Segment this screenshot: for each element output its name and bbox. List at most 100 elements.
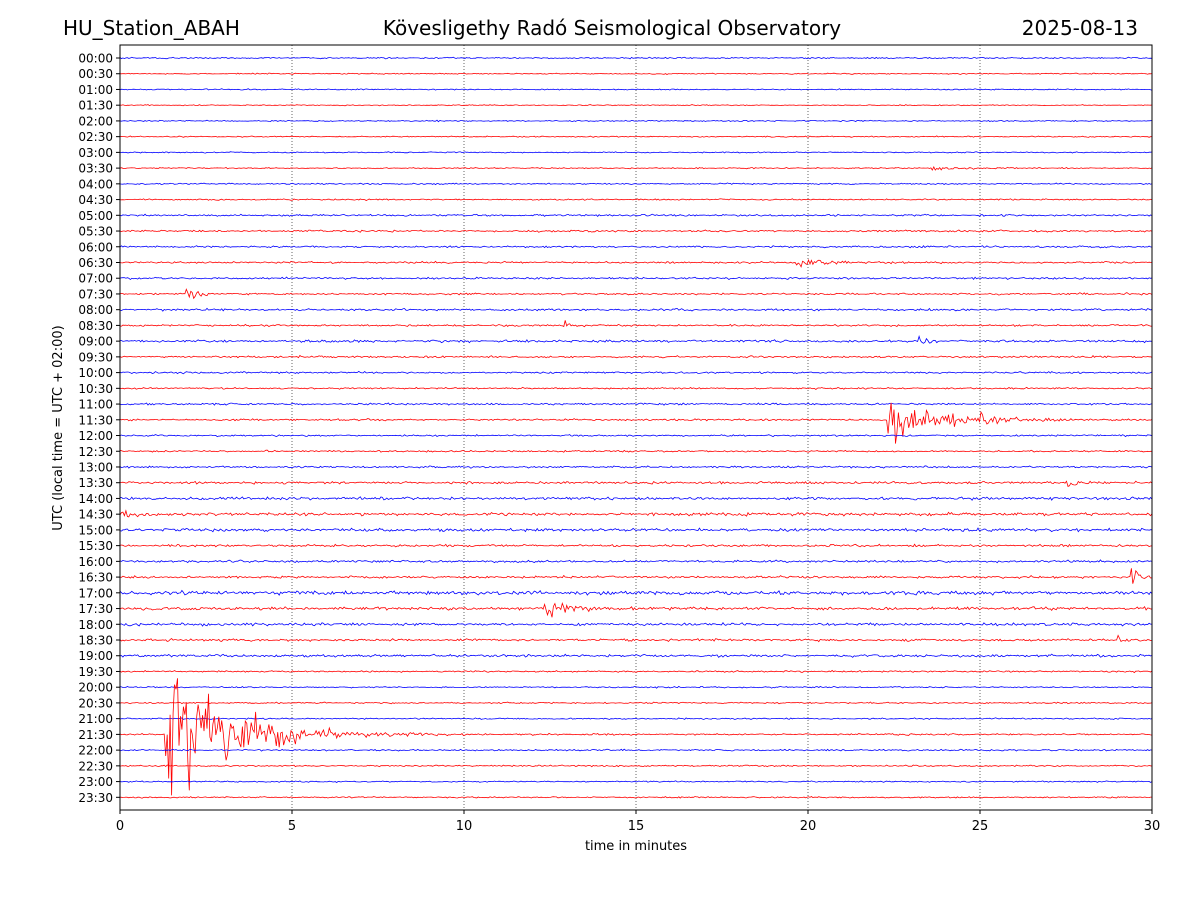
row-time-label: 10:00 [78,366,113,380]
row-time-label: 18:00 [78,618,113,632]
row-time-label: 21:00 [78,712,113,726]
row-time-label: 23:30 [78,791,113,805]
trace-0500 [119,213,1153,218]
y-axis-label: UTC (local time = UTC + 02:00) [51,325,66,530]
row-time-label: 00:30 [78,67,113,81]
trace-1530 [119,543,1153,548]
trace-0200 [119,119,1153,123]
trace-1100 [119,402,1153,406]
trace-1800 [119,622,1153,627]
trace-0800 [119,307,1153,312]
row-time-label: 20:30 [78,696,113,710]
grid-lines [291,45,981,810]
trace-0130 [119,104,1153,107]
trace-1500 [119,527,1153,533]
trace-1400 [119,496,1153,501]
trace-1700 [119,589,1153,596]
row-time-label: 04:00 [78,177,113,191]
row-time-label: 09:30 [78,350,113,364]
trace-0630 [119,258,1153,268]
trace-2330 [119,796,1152,799]
row-time-label: 19:30 [78,665,113,679]
trace-0700 [119,276,1153,281]
row-time-label: 11:30 [78,413,113,427]
trace-1630 [119,568,1153,584]
x-tick-label: 10 [456,819,473,834]
row-time-label: 14:30 [78,508,113,522]
row-time-label: 13:00 [78,460,113,474]
trace-0000 [119,56,1153,60]
x-tick-label: 30 [1144,819,1161,834]
trace-1830 [119,634,1153,643]
row-time-label: 15:30 [78,539,113,553]
trace-1900 [119,653,1153,658]
trace-0100 [119,88,1153,91]
x-tick-label: 15 [628,819,645,834]
trace-0230 [119,135,1153,138]
row-time-label: 16:30 [78,571,113,585]
row-time-label: 17:00 [78,586,113,600]
row-time-label: 02:30 [78,130,113,144]
row-time-label: 05:30 [78,225,113,239]
trace-1030 [119,386,1152,391]
row-time-label: 03:00 [78,146,113,160]
trace-1430 [119,509,1153,518]
trace-0530 [119,229,1153,233]
trace-1330 [119,480,1153,487]
row-time-label: 06:00 [78,240,113,254]
x-axis-label: time in minutes [585,839,687,854]
row-time-label: 13:30 [78,476,113,490]
row-time-label: 01:00 [78,83,113,97]
trace-2300 [119,780,1153,783]
row-time-label: 14:00 [78,492,113,506]
row-time-label: 07:00 [78,272,113,286]
trace-1000 [119,370,1153,375]
row-time-label: 15:00 [78,523,113,537]
trace-0330 [119,165,1153,171]
row-time-label: 09:00 [78,335,113,349]
row-time-label: 08:00 [78,303,113,317]
trace-2200 [119,748,1153,752]
trace-0730 [119,288,1153,300]
trace-0430 [120,198,1153,201]
row-time-label: 22:00 [78,744,113,758]
trace-0830 [119,320,1153,328]
chart-date: 2025-08-13 [1021,16,1138,40]
x-axis-ticks: 0 5 10 15 20 25 30 [116,810,1160,834]
seismic-traces [119,56,1153,799]
trace-1230 [119,449,1152,453]
trace-2230 [119,764,1153,768]
row-time-label: 10:30 [78,382,113,396]
row-time-label: 00:00 [78,52,113,66]
trace-2000 [119,685,1153,689]
trace-1300 [119,465,1153,469]
row-time-label: 05:00 [78,209,113,223]
trace-0400 [119,182,1153,186]
station-name: HU_Station_ABAH [63,16,240,40]
row-time-label: 07:30 [78,287,113,301]
trace-1200 [119,434,1153,438]
row-time-label: 01:30 [78,99,113,113]
row-time-label: 12:00 [78,429,113,443]
x-tick-label: 20 [800,819,817,834]
row-time-label: 23:00 [78,775,113,789]
trace-1600 [119,559,1153,564]
trace-2100 [119,717,1153,720]
trace-2030 [119,701,1153,705]
trace-0600 [119,245,1153,249]
trace-1930 [119,669,1153,674]
trace-1730 [119,601,1153,618]
row-time-label: 03:30 [78,162,113,176]
x-tick-label: 0 [116,819,124,834]
row-time-label: 21:30 [78,728,113,742]
row-time-label: 20:00 [78,681,113,695]
row-time-label: 11:00 [78,398,113,412]
trace-2130 [119,678,1153,796]
x-tick-label: 25 [972,819,989,834]
trace-1130 [119,402,1153,444]
row-time-label: 12:30 [78,445,113,459]
chart-title: Kövesligethy Radó Seismological Observat… [382,16,842,40]
row-time-label: 04:30 [78,193,113,207]
trace-0930 [119,354,1153,359]
